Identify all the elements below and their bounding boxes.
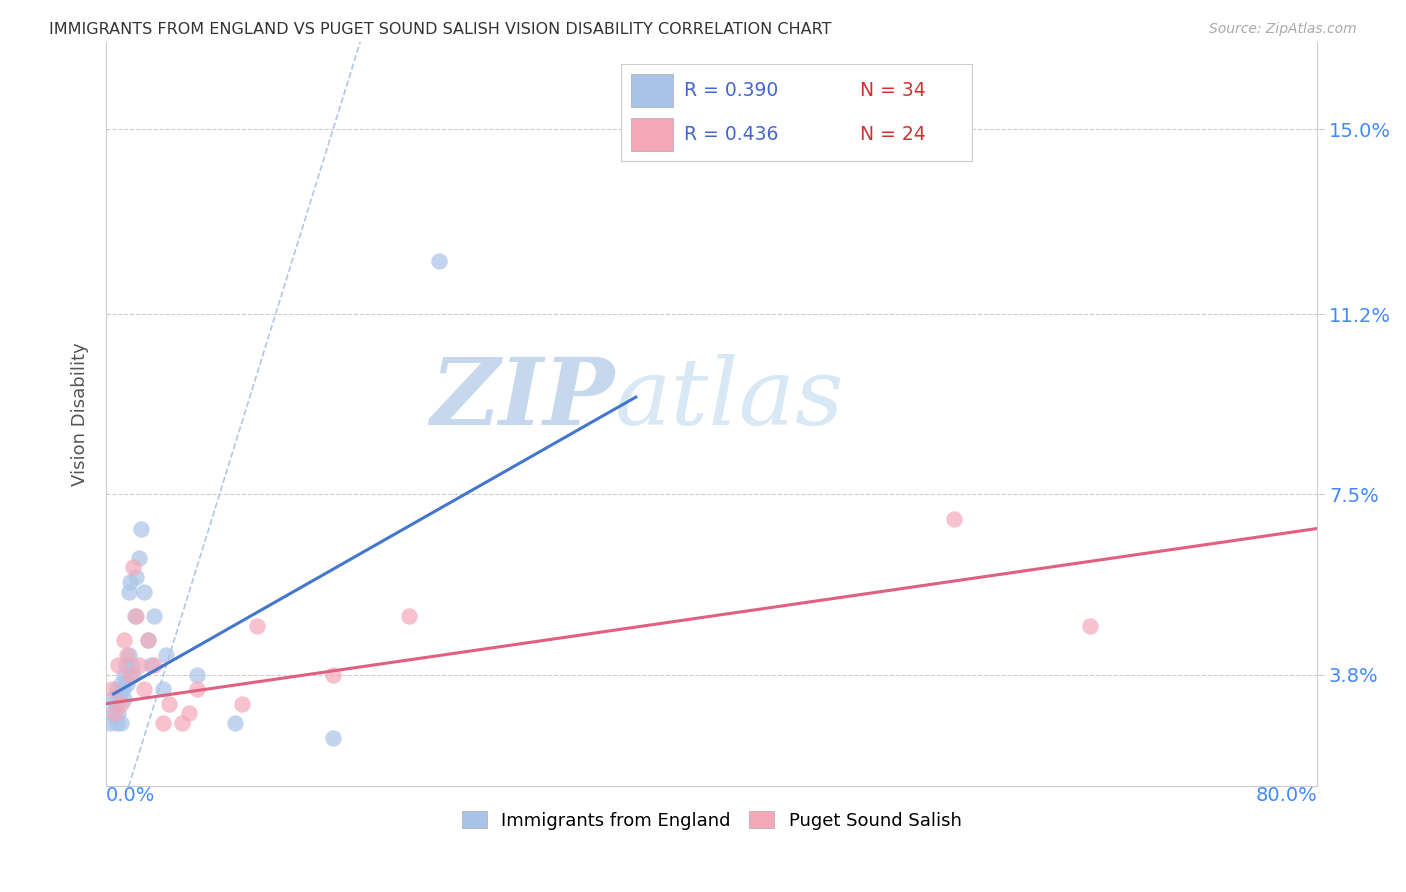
- Point: [107, 706, 129, 721]
- Point: [125, 570, 148, 584]
- Point: [111, 682, 134, 697]
- Point: [104, 697, 127, 711]
- Point: [322, 667, 344, 681]
- Point: [112, 667, 135, 681]
- Point: [136, 633, 159, 648]
- Point: [128, 550, 150, 565]
- Text: atlas: atlas: [614, 354, 844, 444]
- Point: [115, 648, 138, 662]
- Point: [101, 706, 124, 721]
- Point: [108, 687, 131, 701]
- Text: ZIP: ZIP: [430, 354, 614, 444]
- Point: [155, 648, 177, 662]
- Point: [143, 609, 166, 624]
- Text: 80.0%: 80.0%: [1256, 787, 1317, 805]
- Y-axis label: Vision Disability: Vision Disability: [72, 343, 89, 486]
- Point: [110, 716, 132, 731]
- Point: [124, 609, 146, 624]
- Point: [1078, 619, 1101, 633]
- Point: [122, 560, 145, 574]
- Point: [128, 657, 150, 672]
- Point: [152, 716, 174, 731]
- Text: Source: ZipAtlas.com: Source: ZipAtlas.com: [1209, 22, 1357, 37]
- Point: [186, 667, 208, 681]
- Point: [120, 575, 142, 590]
- Point: [115, 677, 138, 691]
- Point: [427, 253, 450, 268]
- Point: [122, 667, 145, 681]
- Point: [398, 609, 420, 624]
- Point: [231, 697, 253, 711]
- Point: [136, 633, 159, 648]
- Point: [121, 657, 143, 672]
- Point: [143, 657, 166, 672]
- Point: [105, 716, 128, 731]
- Point: [159, 697, 181, 711]
- Point: [105, 682, 128, 697]
- Point: [104, 706, 127, 721]
- Point: [103, 691, 125, 706]
- Point: [179, 706, 201, 721]
- Text: 0.0%: 0.0%: [105, 787, 155, 805]
- Point: [132, 584, 155, 599]
- Point: [224, 716, 246, 731]
- Point: [170, 716, 193, 731]
- Point: [112, 633, 135, 648]
- Point: [110, 677, 132, 691]
- Point: [152, 682, 174, 697]
- Point: [117, 648, 139, 662]
- Point: [186, 682, 208, 697]
- Text: IMMIGRANTS FROM ENGLAND VS PUGET SOUND SALISH VISION DISABILITY CORRELATION CHAR: IMMIGRANTS FROM ENGLAND VS PUGET SOUND S…: [49, 22, 832, 37]
- Point: [125, 609, 148, 624]
- Point: [107, 657, 129, 672]
- Point: [114, 657, 136, 672]
- Point: [141, 657, 163, 672]
- Point: [246, 619, 269, 633]
- Point: [129, 521, 152, 535]
- Point: [322, 731, 344, 745]
- Point: [100, 716, 122, 731]
- Point: [132, 682, 155, 697]
- Point: [120, 667, 142, 681]
- Point: [117, 584, 139, 599]
- Point: [942, 512, 965, 526]
- Legend: Immigrants from England, Puget Sound Salish: Immigrants from England, Puget Sound Sal…: [454, 804, 969, 837]
- Point: [112, 691, 135, 706]
- Point: [101, 682, 124, 697]
- Point: [110, 697, 132, 711]
